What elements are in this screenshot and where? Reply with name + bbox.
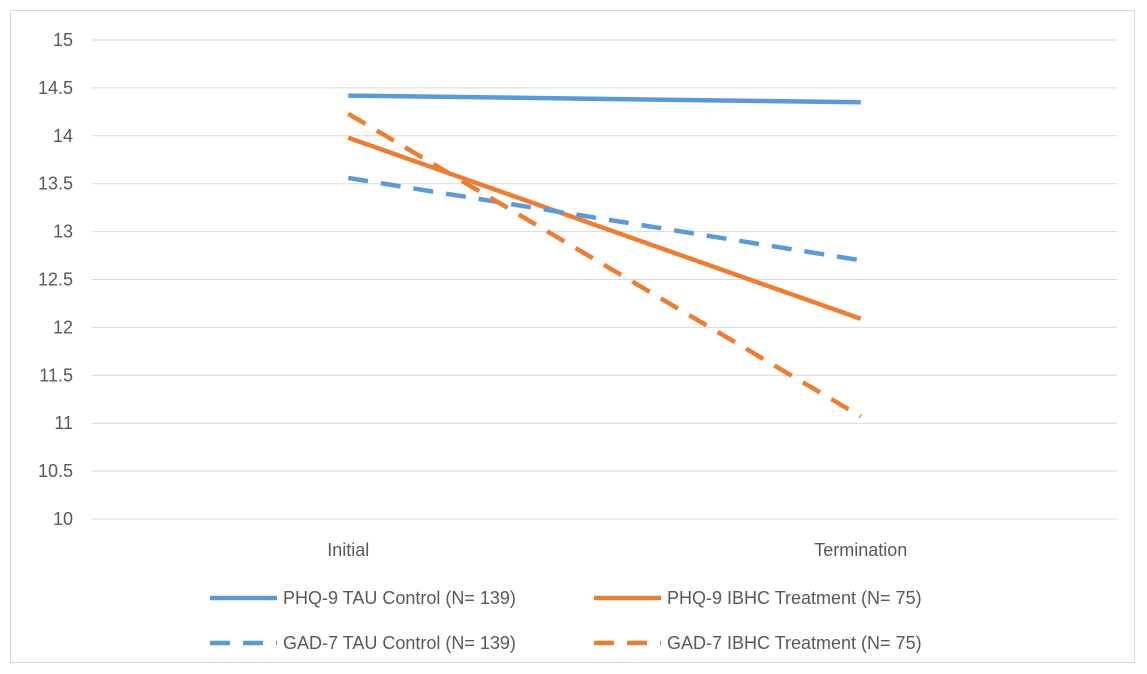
series-lines bbox=[347, 93, 862, 419]
series-line-2 bbox=[347, 175, 862, 263]
x-tick-label: Termination bbox=[814, 540, 907, 560]
legend-label: GAD-7 TAU Control (N= 139) bbox=[283, 633, 516, 653]
y-axis-tick-labels: 10 10.5 11 11.5 12 12.5 13 13.5 14 14.5 15 bbox=[38, 30, 73, 529]
y-tick-label: 12 bbox=[53, 317, 73, 337]
series-line-1 bbox=[347, 135, 862, 321]
legend-label: GAD-7 IBHC Treatment (N= 75) bbox=[667, 633, 922, 653]
y-tick-label: 12.5 bbox=[38, 270, 73, 290]
legend-label: PHQ-9 IBHC Treatment (N= 75) bbox=[667, 588, 922, 608]
x-axis-tick-labels: Initial Termination bbox=[327, 540, 907, 560]
y-tick-label: 13.5 bbox=[38, 174, 73, 194]
y-tick-label: 13 bbox=[53, 222, 73, 242]
y-tick-label: 10 bbox=[53, 509, 73, 529]
y-tick-label: 10.5 bbox=[38, 461, 73, 481]
x-tick-label: Initial bbox=[327, 540, 369, 560]
y-tick-label: 14.5 bbox=[38, 78, 73, 98]
chart-frame bbox=[10, 10, 1135, 663]
legend: PHQ-9 TAU Control (N= 139) PHQ-9 IBHC Tre… bbox=[210, 588, 922, 653]
y-tick-label: 14 bbox=[53, 126, 73, 146]
y-tick-label: 15 bbox=[53, 30, 73, 50]
y-tick-label: 11 bbox=[54, 413, 73, 433]
gridlines bbox=[92, 39, 1117, 520]
y-tick-label: 11.5 bbox=[39, 365, 73, 385]
series-line-3 bbox=[347, 111, 862, 419]
legend-label: PHQ-9 TAU Control (N= 139) bbox=[283, 588, 516, 608]
series-line-0 bbox=[348, 93, 861, 105]
